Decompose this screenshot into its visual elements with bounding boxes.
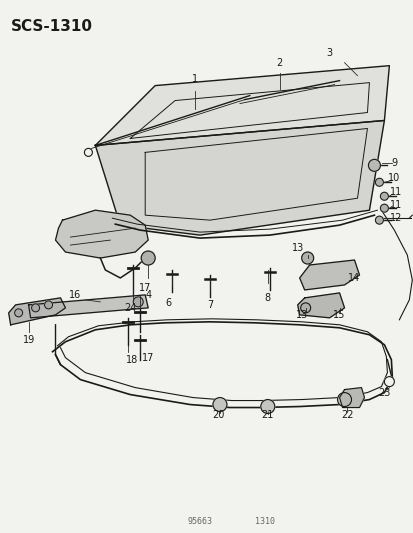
Circle shape — [31, 304, 40, 312]
Text: 8: 8 — [264, 293, 270, 303]
Circle shape — [133, 297, 143, 307]
Text: 21: 21 — [261, 410, 273, 421]
Circle shape — [368, 159, 380, 171]
Text: 2: 2 — [276, 58, 282, 68]
Text: 19: 19 — [22, 335, 35, 345]
Circle shape — [300, 303, 310, 313]
Circle shape — [375, 216, 382, 224]
Text: 12: 12 — [389, 213, 401, 223]
Circle shape — [384, 377, 394, 386]
Polygon shape — [9, 298, 65, 325]
Polygon shape — [95, 120, 384, 235]
Text: 13: 13 — [295, 310, 307, 320]
Text: 95663: 95663 — [187, 516, 212, 526]
Circle shape — [337, 393, 351, 407]
Text: 14: 14 — [347, 273, 360, 283]
Circle shape — [380, 192, 387, 200]
Text: 16: 16 — [69, 290, 81, 300]
Circle shape — [380, 204, 387, 212]
Text: 24: 24 — [124, 303, 136, 313]
Text: 7: 7 — [206, 300, 213, 310]
Text: 6: 6 — [165, 298, 171, 308]
Text: 11: 11 — [389, 200, 401, 210]
Circle shape — [45, 301, 52, 309]
Circle shape — [84, 148, 92, 156]
Text: 20: 20 — [211, 409, 223, 419]
Polygon shape — [297, 293, 344, 318]
Polygon shape — [339, 387, 363, 408]
Circle shape — [141, 251, 155, 265]
Text: 4: 4 — [145, 290, 151, 300]
Circle shape — [14, 309, 23, 317]
Polygon shape — [55, 210, 148, 258]
Text: 3: 3 — [326, 48, 332, 58]
Text: 1310: 1310 — [254, 516, 274, 526]
Text: 1: 1 — [192, 74, 198, 84]
Text: 10: 10 — [387, 173, 399, 183]
Polygon shape — [28, 295, 148, 318]
Circle shape — [260, 400, 274, 414]
Text: 15: 15 — [332, 310, 345, 320]
Text: SCS-1310: SCS-1310 — [11, 19, 93, 34]
Text: 18: 18 — [126, 354, 138, 365]
Circle shape — [212, 398, 226, 411]
Text: 17: 17 — [142, 353, 154, 362]
Polygon shape — [299, 260, 358, 290]
Text: 11: 11 — [389, 187, 401, 197]
Circle shape — [301, 252, 313, 264]
Circle shape — [375, 179, 382, 186]
Text: 17: 17 — [139, 283, 151, 293]
Text: 13: 13 — [291, 243, 303, 253]
Polygon shape — [95, 66, 389, 146]
Text: 22: 22 — [340, 410, 353, 421]
Text: 9: 9 — [390, 158, 396, 168]
Text: 23: 23 — [377, 387, 389, 398]
